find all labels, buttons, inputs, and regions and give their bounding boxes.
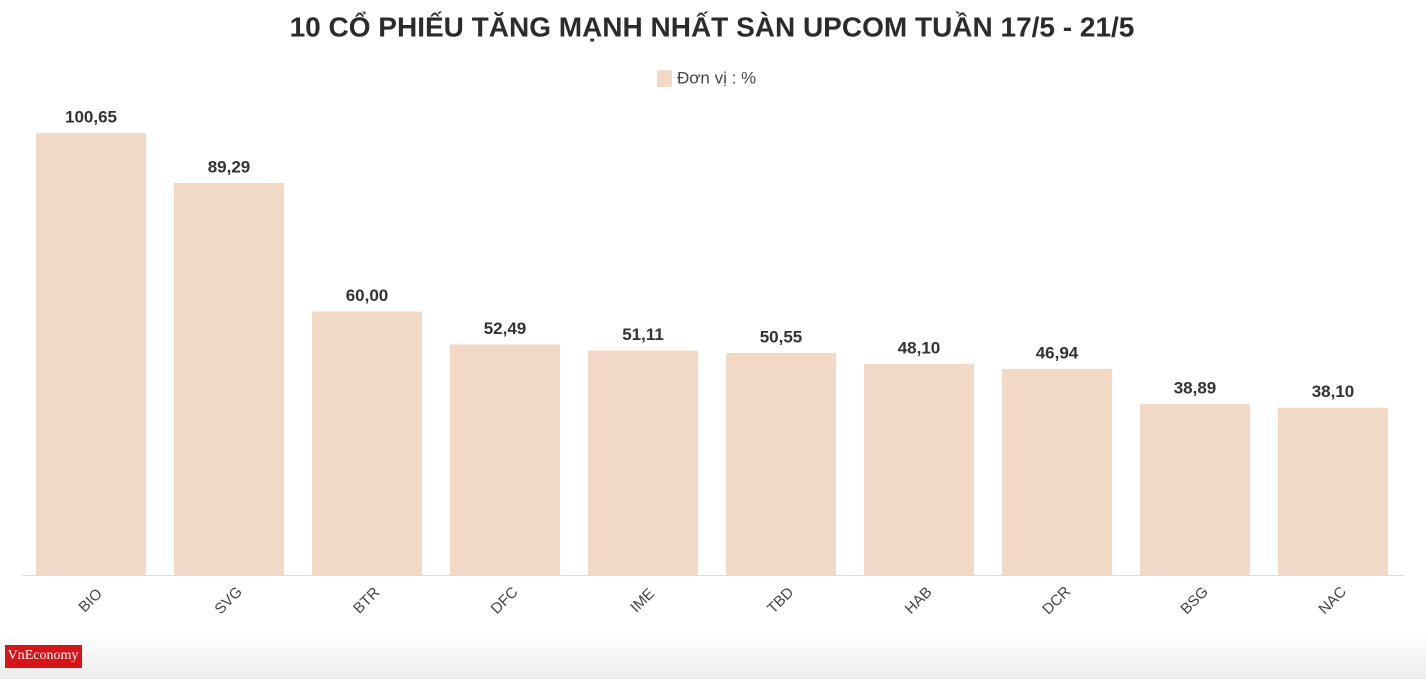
bar — [1140, 404, 1250, 575]
x-tick-label: HAB — [902, 584, 936, 618]
x-tick-label: BTR — [350, 584, 383, 617]
x-tick-label: SVG — [211, 583, 245, 617]
data-label: 89,29 — [208, 157, 251, 176]
bar — [1278, 407, 1388, 575]
data-label: 52,49 — [484, 319, 527, 338]
x-tick-label: TBD — [764, 584, 797, 617]
data-label: 38,89 — [1174, 379, 1217, 398]
x-tick-label: IME — [627, 585, 658, 616]
data-label: 46,94 — [1036, 343, 1079, 362]
bar — [450, 344, 560, 575]
data-label: 100,65 — [65, 107, 117, 126]
x-tick-label: BSG — [1177, 583, 1211, 617]
logo-box — [5, 645, 82, 668]
legend-label: Đơn vị : % — [677, 68, 756, 87]
legend-swatch — [657, 70, 672, 87]
x-tick-label: NAC — [1315, 583, 1350, 618]
x-tick-label: DCR — [1039, 583, 1074, 618]
chart-title: 10 CỔ PHIẾU TĂNG MẠNH NHẤT SÀN UPCOM TUẦ… — [290, 11, 1135, 42]
data-label: 51,11 — [622, 325, 664, 344]
x-tick-label: BIO — [75, 585, 105, 615]
data-label: 60,00 — [346, 286, 389, 305]
data-label: 38,10 — [1312, 382, 1355, 401]
bar — [588, 350, 698, 575]
logo: VnEconomy — [8, 648, 79, 663]
data-label: 50,55 — [760, 327, 803, 346]
bar — [1002, 368, 1112, 575]
x-tick-label: DFC — [488, 584, 522, 618]
bar — [726, 353, 836, 575]
bar — [36, 133, 146, 575]
bar — [312, 311, 422, 575]
data-label: 48,10 — [898, 338, 941, 357]
bar — [174, 182, 284, 575]
footer-band — [0, 635, 1426, 679]
bar — [864, 363, 974, 575]
